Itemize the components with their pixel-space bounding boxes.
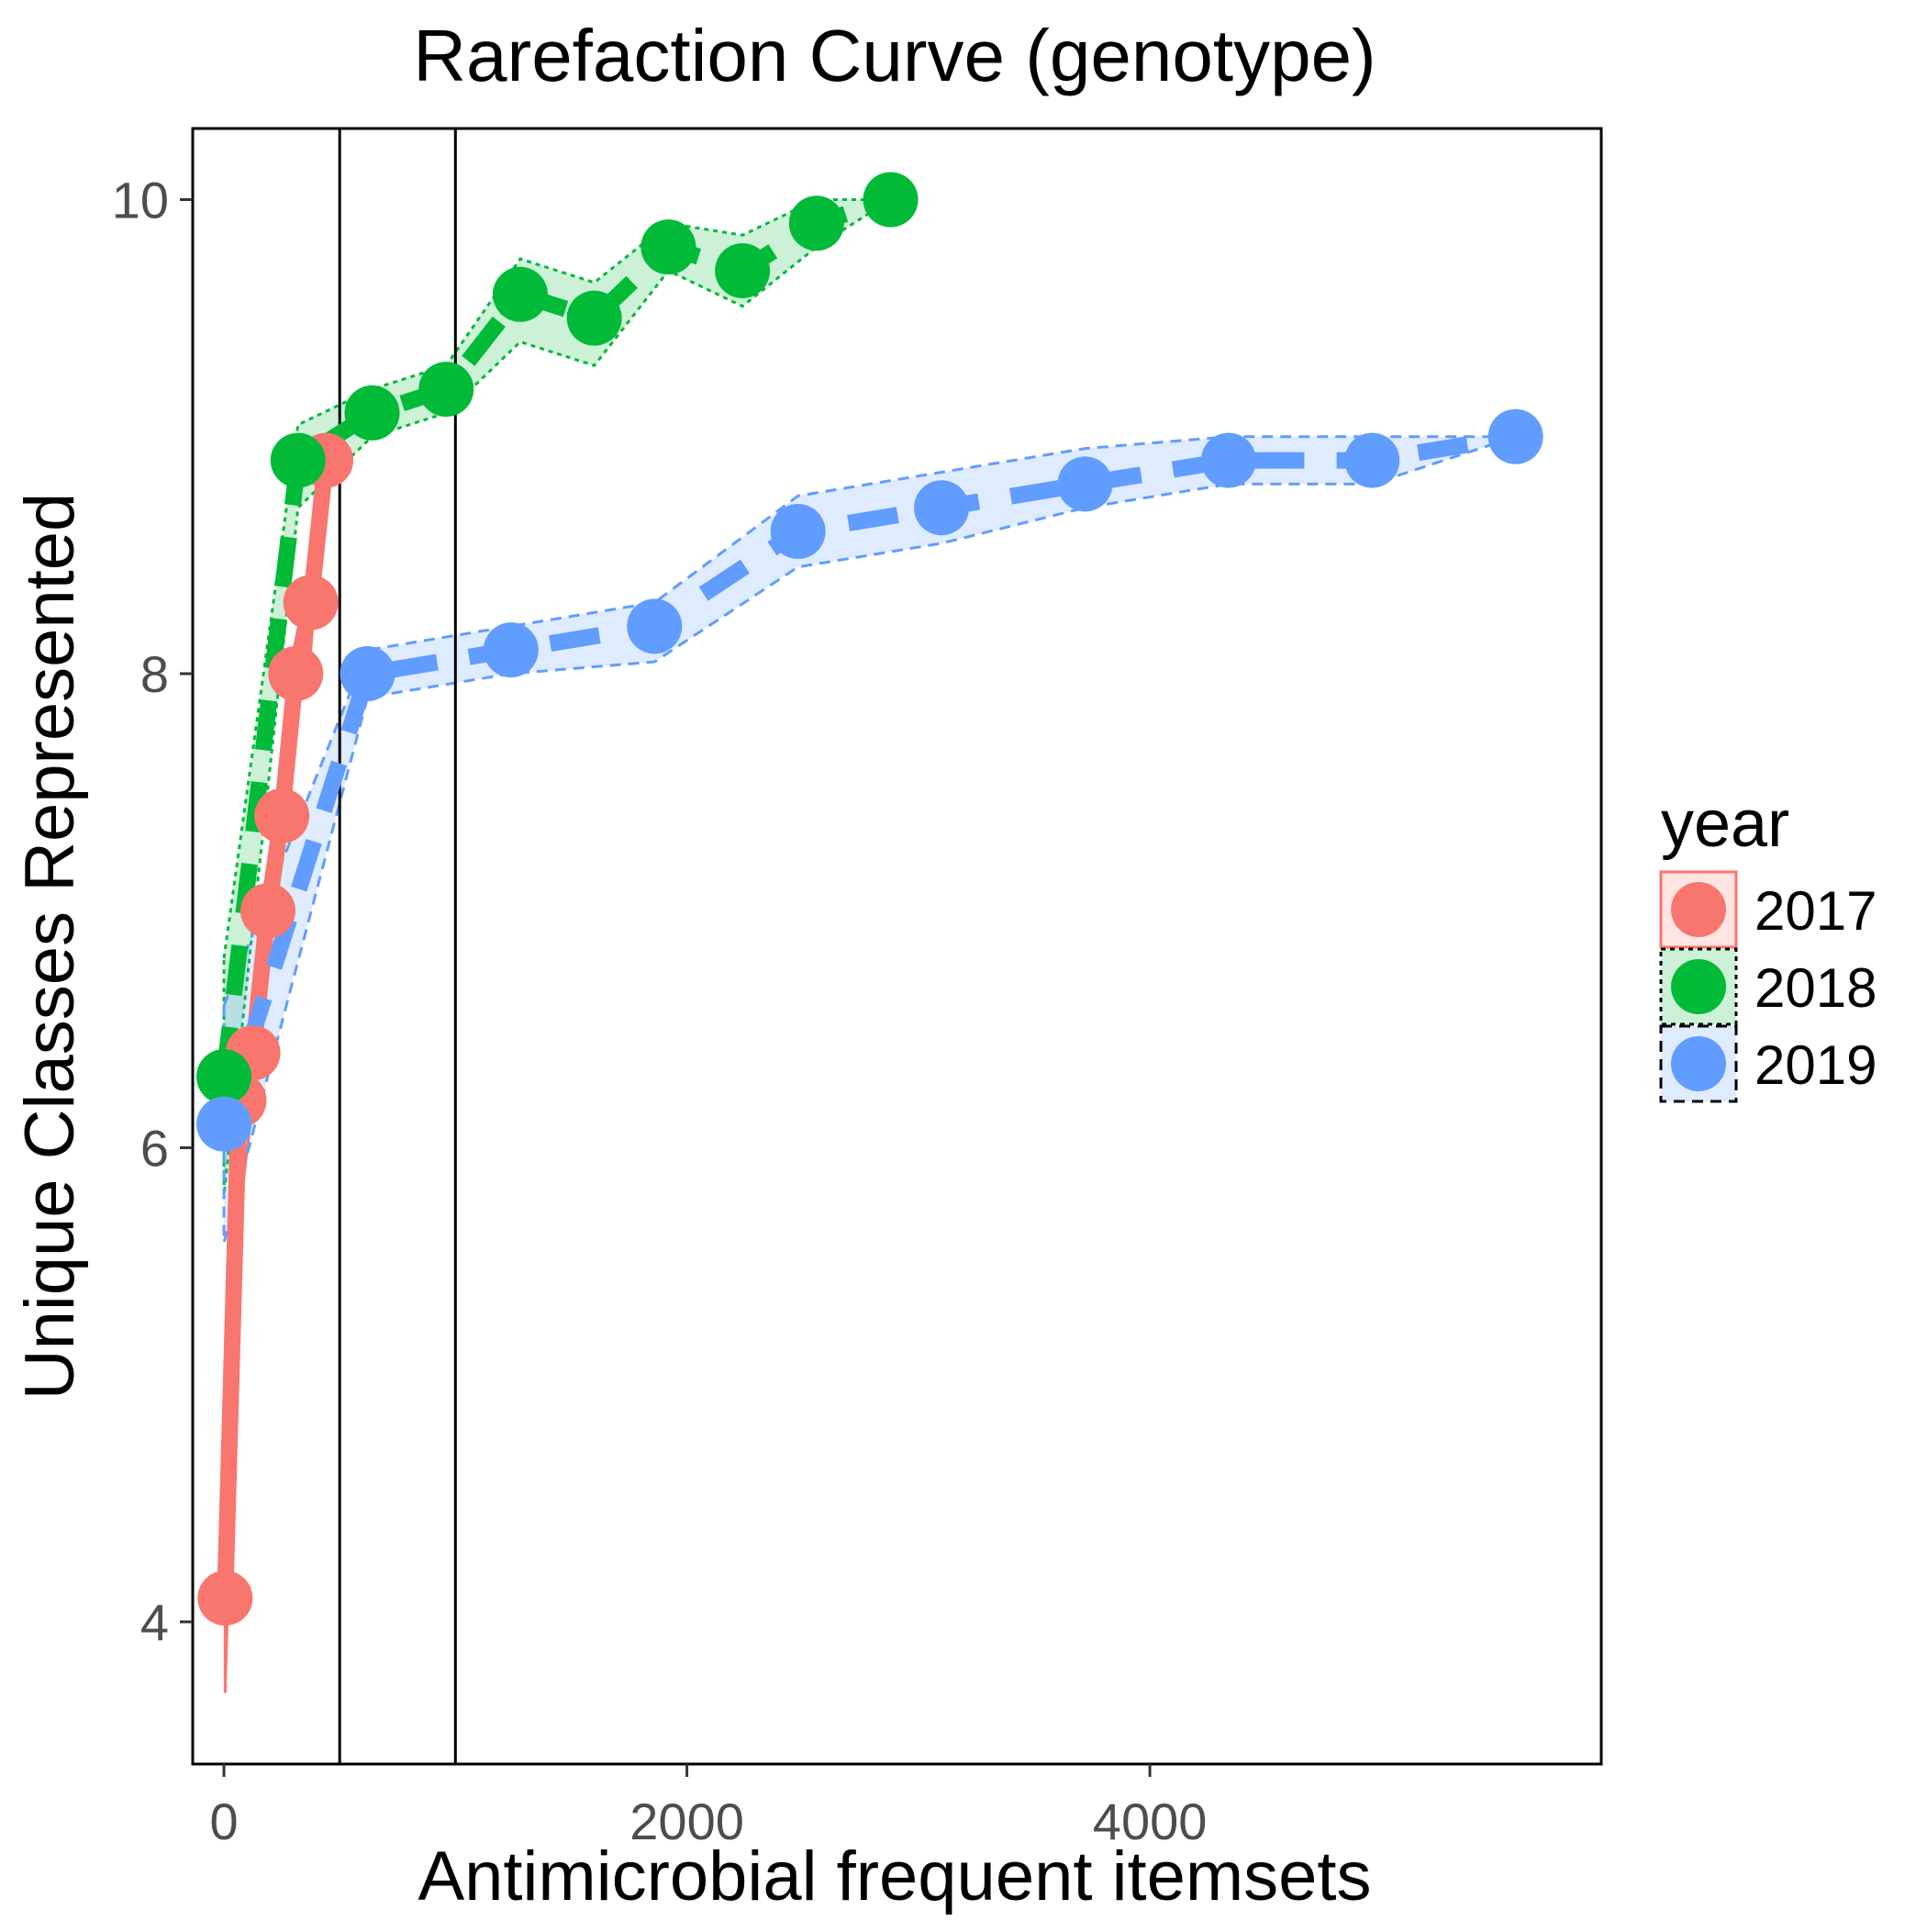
data-point-2019 bbox=[914, 480, 970, 536]
legend-marker-2019 bbox=[1671, 1036, 1726, 1091]
confidence-band-2019 bbox=[222, 435, 1517, 1244]
panel-border bbox=[191, 127, 1603, 1766]
data-point-2019 bbox=[483, 622, 539, 678]
data-point-2018 bbox=[715, 242, 771, 298]
data-point-2018 bbox=[344, 385, 400, 441]
y-tick-label: 6 bbox=[140, 1120, 169, 1178]
data-point-2019 bbox=[1487, 408, 1543, 464]
legend-marker-2017 bbox=[1671, 882, 1726, 937]
legend-label-2017: 2017 bbox=[1754, 880, 1877, 942]
data-point-2018 bbox=[196, 1049, 252, 1105]
data-point-2017 bbox=[254, 787, 310, 843]
data-point-2019 bbox=[1344, 432, 1400, 488]
data-point-2017 bbox=[268, 646, 324, 701]
data-point-2018 bbox=[788, 195, 844, 251]
data-point-2018 bbox=[863, 172, 919, 228]
chart-title: Rarefaction Curve (genotype) bbox=[413, 15, 1376, 96]
data-point-2019 bbox=[1057, 456, 1113, 512]
legend-label-2018: 2018 bbox=[1754, 957, 1877, 1019]
data-point-2019 bbox=[1200, 432, 1256, 488]
data-point-2018 bbox=[492, 266, 548, 322]
y-tick-label: 4 bbox=[140, 1593, 169, 1651]
data-point-2018 bbox=[418, 362, 474, 418]
plot-panel bbox=[193, 128, 1601, 1764]
data-point-2017 bbox=[283, 575, 339, 631]
legend: year 2017 2018 2019 bbox=[1659, 787, 1877, 1103]
x-tick-label: 2000 bbox=[629, 1792, 744, 1850]
x-tick-label: 0 bbox=[209, 1792, 238, 1850]
data-point-2018 bbox=[270, 432, 326, 488]
data-point-2019 bbox=[340, 646, 395, 701]
x-tick-label: 4000 bbox=[1093, 1792, 1208, 1850]
data-point-2019 bbox=[196, 1096, 252, 1152]
data-point-2018 bbox=[640, 219, 696, 275]
confidence-band-2018 bbox=[222, 197, 896, 1196]
data-point-2017 bbox=[239, 883, 295, 939]
legend-title: year bbox=[1661, 787, 1789, 861]
data-point-2018 bbox=[566, 290, 622, 346]
data-point-2019 bbox=[770, 504, 826, 560]
series-line-2019 bbox=[216, 428, 1518, 1127]
x-axis-label: Antimicrobial frequent itemsets bbox=[418, 1837, 1371, 1915]
legend-label-2019: 2019 bbox=[1754, 1034, 1877, 1096]
y-tick-label: 10 bbox=[112, 171, 169, 229]
data-point-2019 bbox=[627, 598, 683, 654]
y-axis-label: Unique Classes Represented bbox=[11, 493, 89, 1401]
y-tick-label: 8 bbox=[140, 645, 169, 703]
legend-marker-2018 bbox=[1671, 959, 1726, 1014]
data-point-2017 bbox=[197, 1570, 253, 1626]
